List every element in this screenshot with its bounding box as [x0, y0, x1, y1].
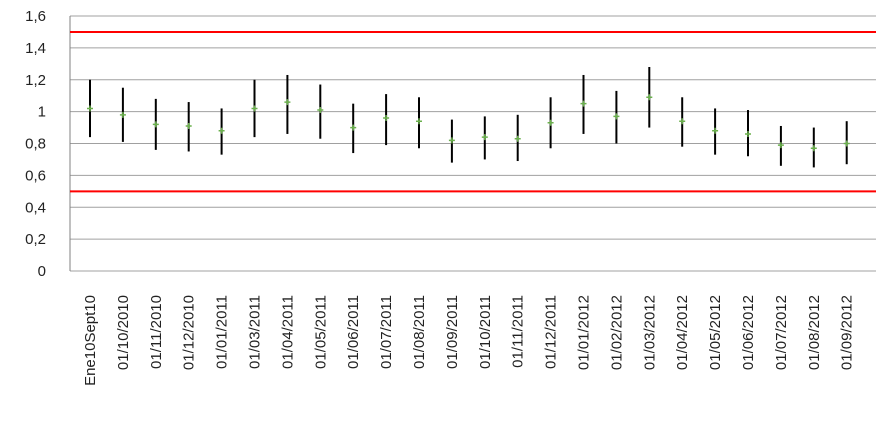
- x-tick-label: 01/05/2012: [707, 295, 724, 370]
- data-point: [481, 134, 488, 141]
- x-tick-label: 01/04/2012: [674, 295, 691, 370]
- x-axis-tick-labels: Ene10Sept10 01/10/2010 01/11/2010 01/12/201…: [82, 295, 856, 386]
- x-tick-label: 01/02/2012: [608, 295, 625, 370]
- gridlines: [69, 15, 876, 272]
- data-point: [547, 119, 554, 126]
- data-points: [87, 94, 850, 152]
- x-tick-label: 01/05/2011: [312, 295, 329, 369]
- x-tick-label: 01/09/2011: [444, 295, 461, 369]
- data-point: [514, 135, 521, 142]
- data-point: [777, 142, 784, 149]
- data-point: [383, 115, 390, 121]
- x-tick-label: 01/10/2010: [115, 295, 132, 370]
- data-point: [448, 137, 455, 144]
- data-point: [251, 105, 258, 112]
- x-tick-label: 01/03/2012: [641, 295, 658, 370]
- error-bars: [89, 67, 848, 168]
- data-point: [416, 118, 422, 125]
- data-point: [87, 105, 93, 112]
- y-axis-tick-labels: 0 0,2 0,4 0,6 0,8 1 1,2 1,4 1,6: [25, 8, 46, 280]
- x-tick-label: 01/06/2011: [345, 295, 362, 369]
- x-tick-label: 01/12/2010: [181, 295, 198, 370]
- data-point: [317, 107, 324, 114]
- data-point: [679, 118, 686, 125]
- y-tick-label: 0: [38, 263, 46, 280]
- reference-lines: [70, 30, 876, 193]
- x-tick-label: 01/08/2012: [806, 295, 823, 370]
- x-tick-label: 01/11/2011: [510, 295, 527, 368]
- data-point: [119, 111, 126, 118]
- data-point: [218, 127, 225, 134]
- x-tick-label: 01/09/2012: [839, 295, 856, 370]
- y-tick-label: 0,8: [25, 136, 46, 153]
- y-tick-label: 0,6: [25, 167, 46, 184]
- data-point: [185, 122, 192, 129]
- data-point: [284, 99, 291, 106]
- x-tick-label: 01/01/2011: [214, 295, 231, 369]
- x-tick-label: 01/04/2011: [279, 295, 296, 369]
- data-point: [580, 100, 587, 107]
- data-point: [646, 94, 653, 101]
- data-point: [712, 127, 719, 134]
- data-point: [843, 140, 850, 147]
- data-point: [152, 121, 159, 128]
- data-point: [613, 113, 620, 120]
- data-point: [350, 124, 357, 131]
- x-tick-label: 01/11/2010: [148, 295, 165, 369]
- x-tick-label: 01/10/2011: [477, 295, 494, 369]
- y-tick-label: 1,2: [25, 72, 46, 89]
- y-tick-label: 0,4: [25, 199, 46, 216]
- x-tick-label: 01/07/2011: [378, 295, 395, 369]
- y-tick-label: 1: [38, 104, 46, 121]
- x-tick-label: 01/03/2011: [247, 295, 264, 369]
- y-tick-label: 0,2: [25, 231, 46, 248]
- y-tick-label: 1,6: [25, 8, 46, 25]
- x-tick-label: 01/06/2012: [740, 295, 757, 370]
- x-tick-label: 01/01/2012: [576, 295, 593, 370]
- data-point: [810, 145, 817, 152]
- x-tick-label: 01/12/2011: [543, 295, 560, 369]
- x-tick-label: Ene10Sept10: [82, 295, 99, 386]
- x-tick-label: 01/07/2012: [773, 295, 790, 370]
- data-point: [745, 130, 751, 137]
- y-tick-label: 1,4: [25, 40, 46, 57]
- x-tick-label: 01/08/2011: [411, 295, 428, 369]
